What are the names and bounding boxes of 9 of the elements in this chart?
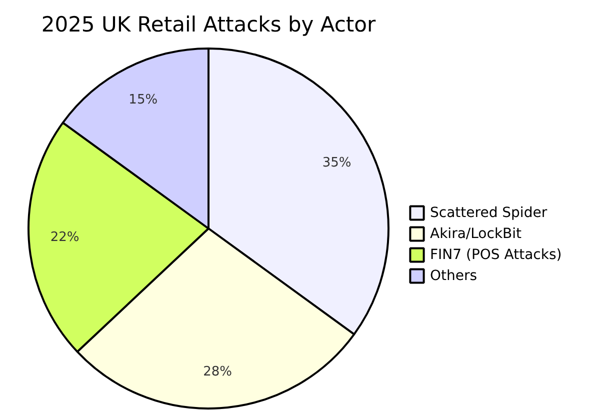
- data-label: 28%: [203, 364, 232, 380]
- data-label: 35%: [322, 156, 352, 171]
- legend-label: Others: [430, 267, 478, 284]
- chart-title: 2025 UK Retail Attacks by Actor: [41, 12, 376, 36]
- legend-label: FIN7 (POS Attacks): [430, 246, 562, 263]
- data-label: 15%: [128, 92, 158, 108]
- legend-label: Scattered Spider: [430, 204, 548, 221]
- legend-label: Akira/LockBit: [430, 225, 522, 242]
- data-label: 22%: [50, 230, 80, 246]
